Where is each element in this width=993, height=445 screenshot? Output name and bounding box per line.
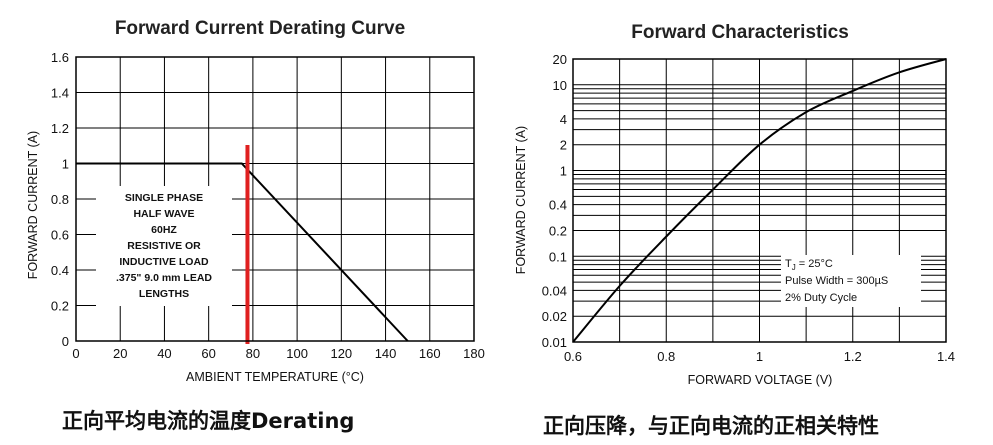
derating-annotation-line: 60HZ bbox=[151, 224, 177, 236]
derating-x-axis-label: AMBIENT TEMPERATURE (°C) bbox=[186, 370, 364, 384]
forward-y-tick: 2 bbox=[560, 138, 567, 153]
derating-annotation-line: .375" 9.0 mm LEAD bbox=[116, 272, 212, 284]
forward-y-tick-labels: 0.01 0.02 0.04 0.1 0.2 0.4 1 2 4 10 20 bbox=[542, 52, 567, 350]
forward-x-tick-labels: 0.6 0.8 1 1.2 1.4 bbox=[564, 349, 955, 364]
forward-annotation-duty: 2% Duty Cycle bbox=[785, 292, 857, 304]
tj-subscript: J bbox=[792, 263, 796, 272]
left-caption: 正向平均电流的温度Derating bbox=[62, 409, 354, 433]
forward-plot-frame bbox=[572, 58, 947, 343]
forward-y-axis-label: FORWARD CURRENT (A) bbox=[514, 126, 528, 274]
forward-y-tick: 0.02 bbox=[542, 309, 567, 324]
derating-x-tick: 40 bbox=[157, 346, 171, 361]
derating-annotation-line: SINGLE PHASE bbox=[125, 192, 203, 204]
forward-curve bbox=[572, 58, 947, 343]
derating-x-tick: 80 bbox=[246, 346, 260, 361]
derating-x-tick: 20 bbox=[113, 346, 127, 361]
tj-prefix: T bbox=[785, 258, 792, 270]
forward-y-tick: 0.04 bbox=[542, 283, 567, 298]
forward-x-axis-label: FORWARD VOLTAGE (V) bbox=[688, 373, 833, 387]
derating-annotation-line: RESISTIVE OR bbox=[127, 240, 201, 252]
forward-y-tick: 0.01 bbox=[542, 335, 567, 350]
derating-chart: Forward Current Derating Curve 0 0.2 0.4 0.… bbox=[26, 18, 485, 384]
derating-x-tick: 100 bbox=[286, 346, 308, 361]
derating-annotation-background bbox=[96, 186, 232, 306]
derating-x-tick: 60 bbox=[201, 346, 215, 361]
forward-x-tick: 0.8 bbox=[657, 349, 675, 364]
derating-y-tick: 1.6 bbox=[51, 50, 69, 65]
derating-x-tick: 0 bbox=[72, 346, 79, 361]
derating-annotation-line: INDUCTIVE LOAD bbox=[119, 256, 209, 268]
forward-annotation: TJ = 25°C Pulse Width = 300µS 2% Duty Cy… bbox=[785, 258, 888, 304]
derating-x-tick: 160 bbox=[419, 346, 441, 361]
forward-annotation-background bbox=[781, 255, 921, 307]
forward-y-tick: 0.1 bbox=[549, 249, 567, 264]
derating-y-tick-labels: 0 0.2 0.4 0.6 0.8 1 1.2 1.4 1.6 bbox=[51, 50, 69, 349]
right-caption: 正向压降，与正向电流的正相关特性 bbox=[543, 414, 879, 438]
derating-annotation-line: LENGTHS bbox=[139, 288, 189, 300]
forward-x-tick: 0.6 bbox=[564, 349, 582, 364]
forward-y-tick: 0.2 bbox=[549, 223, 567, 238]
derating-x-tick-labels: 0 20 40 60 80 100 120 140 160 180 bbox=[72, 346, 484, 361]
derating-y-tick: 0.2 bbox=[51, 299, 69, 314]
forward-chart-title: Forward Characteristics bbox=[631, 22, 849, 43]
forward-y-tick: 0.4 bbox=[549, 198, 567, 213]
forward-x-tick: 1.4 bbox=[937, 349, 955, 364]
derating-y-tick: 0.6 bbox=[51, 228, 69, 243]
derating-annotation: SINGLE PHASE HALF WAVE 60HZ RESISTIVE OR IND… bbox=[116, 192, 212, 300]
derating-y-tick: 1 bbox=[62, 157, 69, 172]
derating-y-tick: 0 bbox=[62, 334, 69, 349]
tj-value: = 25°C bbox=[796, 258, 833, 270]
derating-x-tick: 180 bbox=[463, 346, 485, 361]
forward-y-tick: 10 bbox=[553, 78, 567, 93]
forward-y-tick: 4 bbox=[560, 112, 567, 127]
forward-x-tick: 1 bbox=[756, 349, 763, 364]
derating-curve bbox=[76, 162, 409, 342]
derating-chart-title: Forward Current Derating Curve bbox=[115, 18, 405, 39]
derating-y-tick: 0.8 bbox=[51, 192, 69, 207]
derating-y-tick: 0.4 bbox=[51, 263, 69, 278]
forward-y-tick: 20 bbox=[553, 52, 567, 67]
derating-x-tick: 120 bbox=[330, 346, 352, 361]
forward-annotation-pulse: Pulse Width = 300µS bbox=[785, 275, 888, 287]
derating-annotation-line: HALF WAVE bbox=[133, 208, 194, 220]
forward-x-tick: 1.2 bbox=[844, 349, 862, 364]
forward-annotation-tj: TJ = 25°C bbox=[785, 258, 833, 272]
derating-y-tick: 1.4 bbox=[51, 86, 69, 101]
derating-x-tick: 140 bbox=[375, 346, 397, 361]
forward-characteristics-chart: Forward Characteristics 0.010.020.040.10… bbox=[514, 22, 955, 387]
derating-plot-frame bbox=[75, 56, 475, 342]
forward-y-tick: 1 bbox=[560, 164, 567, 179]
derating-y-axis-label: FORWARD CURRENT (A) bbox=[26, 131, 40, 279]
derating-y-tick: 1.2 bbox=[51, 121, 69, 136]
